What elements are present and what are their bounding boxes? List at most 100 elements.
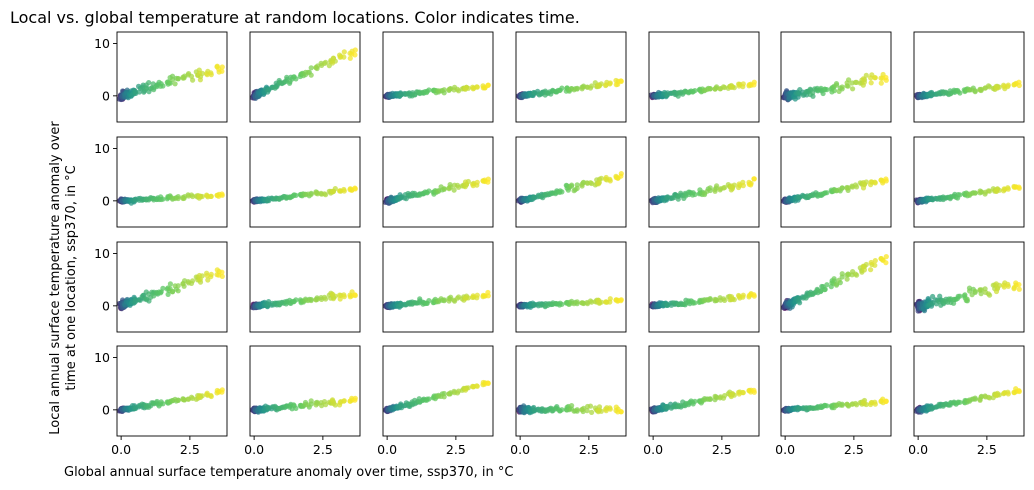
- y-tick-label: 0: [102, 298, 110, 313]
- data-point: [180, 281, 186, 287]
- data-point: [736, 181, 742, 187]
- data-point: [972, 190, 978, 196]
- data-point: [158, 290, 164, 296]
- data-point: [313, 190, 319, 196]
- data-point: [323, 402, 329, 408]
- data-point: [831, 276, 837, 282]
- x-tick-label: 0.0: [377, 442, 397, 457]
- data-point: [196, 272, 203, 279]
- data-point: [748, 182, 754, 188]
- subplot-panel: 0 10 0.0 2.5: [94, 345, 228, 457]
- data-point: [844, 185, 850, 191]
- data-point: [1016, 286, 1022, 292]
- data-point: [446, 86, 452, 93]
- data-point: [1016, 79, 1022, 85]
- data-point: [797, 87, 803, 93]
- data-point: [175, 397, 181, 403]
- data-point: [208, 271, 214, 277]
- data-point: [214, 267, 220, 273]
- data-point: [204, 390, 210, 396]
- x-tick-label: 0.0: [510, 442, 530, 457]
- scatter-points: [117, 267, 225, 312]
- data-point: [987, 188, 993, 194]
- panel-frame: [515, 345, 627, 437]
- data-point: [319, 403, 325, 409]
- data-point: [972, 89, 978, 95]
- data-point: [308, 398, 314, 404]
- data-point: [987, 292, 993, 298]
- data-point: [313, 297, 319, 303]
- panel-frame: [382, 345, 494, 437]
- data-point: [139, 197, 145, 203]
- data-point: [972, 395, 978, 401]
- panel-frame: [116, 345, 228, 437]
- data-point: [474, 179, 480, 185]
- data-point: [143, 86, 149, 92]
- data-point: [470, 86, 476, 92]
- scatter-points: [914, 183, 1022, 206]
- panel-frame: [116, 241, 228, 333]
- data-point: [836, 277, 842, 283]
- x-tick-label: 2.5: [977, 442, 997, 457]
- data-point: [613, 404, 619, 410]
- panel-frame: [913, 31, 1025, 123]
- subplot-panel: [648, 31, 760, 123]
- data-point: [1005, 82, 1011, 88]
- scatter-points: [250, 47, 358, 101]
- data-point: [836, 88, 842, 94]
- subplot-panel: [249, 136, 361, 228]
- data-point: [936, 90, 942, 96]
- data-point: [740, 183, 746, 189]
- data-point: [470, 384, 476, 390]
- data-point: [308, 191, 314, 197]
- data-point: [1001, 186, 1007, 192]
- panel-frame: [515, 241, 627, 333]
- data-point: [1016, 388, 1022, 394]
- data-point: [485, 82, 491, 88]
- data-point: [485, 380, 491, 386]
- data-point: [352, 185, 358, 191]
- scatter-points: [649, 79, 757, 101]
- scatter-points: [383, 379, 491, 415]
- data-point: [272, 85, 278, 91]
- subplot-panel: 0 10: [94, 241, 228, 333]
- scatter-points: [383, 289, 491, 311]
- x-tick-label: 2.5: [313, 442, 333, 457]
- data-point: [860, 185, 867, 191]
- data-point: [603, 82, 609, 88]
- data-point: [803, 405, 809, 411]
- data-point: [712, 188, 718, 194]
- data-point: [180, 396, 186, 403]
- data-point: [993, 85, 1000, 91]
- subplot-panel: [780, 136, 892, 228]
- data-point: [474, 383, 480, 389]
- data-point: [441, 394, 447, 400]
- panel-frame: [515, 31, 627, 123]
- data-point: [197, 77, 203, 83]
- data-point: [341, 49, 347, 55]
- data-point: [143, 296, 149, 302]
- data-point: [569, 403, 575, 409]
- data-point: [972, 288, 978, 294]
- data-point: [618, 173, 624, 179]
- data-point: [196, 70, 203, 76]
- data-point: [329, 397, 336, 403]
- scatter-points: [250, 289, 358, 311]
- data-point: [190, 77, 196, 83]
- panel-frame: [913, 136, 1025, 228]
- data-point: [337, 54, 343, 60]
- data-point: [883, 398, 889, 405]
- subplot-panel: [515, 241, 627, 333]
- data-point: [308, 297, 314, 304]
- data-point: [293, 297, 299, 303]
- data-point: [579, 300, 585, 306]
- data-point: [308, 72, 314, 78]
- panel-frame: [913, 345, 1025, 437]
- data-point: [485, 289, 491, 296]
- data-point: [1005, 391, 1011, 397]
- data-point: [957, 192, 963, 198]
- data-point: [728, 84, 735, 90]
- x-tick-label: 0.0: [908, 442, 928, 457]
- data-point: [824, 403, 830, 409]
- data-point: [538, 194, 544, 200]
